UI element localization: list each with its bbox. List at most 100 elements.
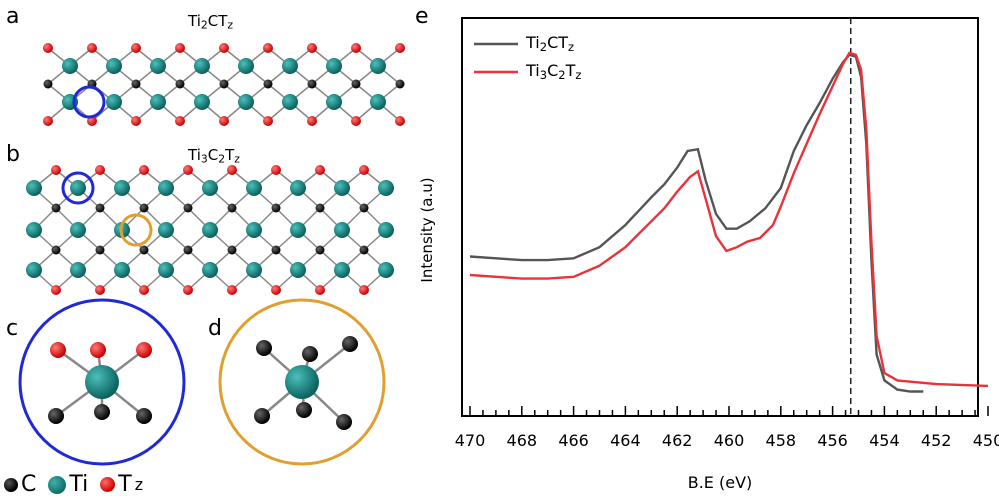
panel-label-e: e — [415, 4, 429, 29]
carbon-atom — [307, 79, 317, 89]
titanium-atom — [150, 94, 166, 110]
carbon-atom — [51, 245, 61, 255]
atom-legend-c: C — [4, 472, 36, 497]
termination-atom-icon — [100, 477, 116, 492]
termination-atom — [359, 285, 369, 295]
structure-a-lattice — [43, 43, 405, 126]
detail-c-ti-environment — [18, 298, 186, 466]
carbon-atom — [131, 79, 141, 89]
titanium-atom — [158, 222, 174, 238]
titanium-atom — [285, 365, 319, 399]
termination-atom — [139, 165, 149, 175]
termination-atom — [263, 116, 273, 126]
titanium-atom — [158, 262, 174, 278]
termination-atom — [90, 342, 106, 358]
titanium-atom — [334, 180, 350, 196]
x-axis-tick-labels: 470 468 466 464 462 460 458 456 454 452 450 — [455, 431, 999, 450]
titanium-atom — [202, 262, 218, 278]
titanium-atom — [290, 262, 306, 278]
termination-atom — [315, 165, 325, 175]
x-tick-label: 468 — [507, 431, 538, 450]
titanium-atom — [378, 180, 394, 196]
x-axis-label: B.E (eV) — [688, 473, 753, 492]
termination-atom — [271, 285, 281, 295]
carbon-atom — [342, 336, 358, 352]
titanium-atom — [370, 94, 386, 110]
termination-atom — [227, 165, 237, 175]
titanium-atom-icon — [48, 475, 67, 494]
termination-atom — [395, 43, 405, 53]
termination-atom — [43, 116, 53, 126]
titanium-atom — [334, 262, 350, 278]
titanium-atom — [246, 222, 262, 238]
termination-atom — [95, 285, 105, 295]
termination-atom — [131, 116, 141, 126]
carbon-atom — [359, 203, 369, 213]
termination-atom — [219, 43, 229, 53]
x-tick-label: 460 — [714, 431, 745, 450]
termination-atom — [136, 342, 152, 358]
carbon-atom — [183, 203, 193, 213]
titanium-atom — [85, 365, 119, 399]
x-tick-label: 462 — [662, 431, 693, 450]
blue-highlight-circle — [72, 85, 106, 119]
y-axis-label: Intensity (a.u) — [418, 177, 436, 282]
x-tick-label: 466 — [558, 431, 589, 450]
series-line-ti3c2tz — [469, 51, 989, 388]
titanium-atom — [70, 180, 86, 196]
titanium-atom — [326, 58, 342, 74]
termination-atom — [131, 43, 141, 53]
titanium-atom — [194, 94, 210, 110]
plot-frame — [461, 17, 979, 417]
detail-ring — [18, 298, 186, 466]
detail-d-ti-environment — [218, 298, 386, 466]
titanium-atom — [326, 94, 342, 110]
termination-atom — [395, 116, 405, 126]
x-tick-label: 464 — [610, 431, 641, 450]
carbon-atom-icon — [4, 477, 18, 492]
termination-atom — [50, 342, 66, 358]
x-tick-label: 456 — [817, 431, 848, 450]
x-tick-label: 450 — [973, 431, 999, 450]
panel-label-b: b — [6, 142, 20, 167]
termination-atom — [219, 116, 229, 126]
carbon-atom — [315, 245, 325, 255]
titanium-atom — [70, 222, 86, 238]
carbon-atom — [136, 408, 152, 424]
titanium-atom — [378, 262, 394, 278]
xps-chart: 470 468 466 464 462 460 458 456 454 452 450 Intens… — [418, 17, 999, 492]
termination-atom — [307, 116, 317, 126]
titanium-atom — [26, 262, 42, 278]
titanium-atom — [114, 180, 130, 196]
termination-atom — [351, 43, 361, 53]
carbon-atom — [43, 79, 53, 89]
termination-atom — [51, 285, 61, 295]
titanium-atom — [238, 58, 254, 74]
carbon-atom — [94, 404, 110, 420]
structure-b-lattice — [26, 165, 394, 295]
termination-atom — [183, 165, 193, 175]
structure-a-title: Ti2CTz — [188, 12, 234, 32]
termination-atom — [271, 165, 281, 175]
carbon-atom — [302, 346, 318, 362]
titanium-atom — [282, 58, 298, 74]
panel-label-c: c — [6, 316, 19, 341]
carbon-atom — [263, 79, 273, 89]
carbon-atom — [296, 402, 312, 418]
carbon-atom — [48, 408, 64, 424]
titanium-atom — [26, 180, 42, 196]
termination-atom — [43, 43, 53, 53]
termination-atom — [183, 285, 193, 295]
carbon-atom — [359, 245, 369, 255]
chart-legend — [474, 42, 518, 74]
titanium-atom — [202, 180, 218, 196]
termination-atom — [87, 43, 97, 53]
termination-atom — [95, 165, 105, 175]
carbon-atom — [227, 245, 237, 255]
carbon-atom — [219, 79, 229, 89]
x-tick-label: 452 — [921, 431, 952, 450]
titanium-atom — [194, 58, 210, 74]
termination-atom — [139, 285, 149, 295]
